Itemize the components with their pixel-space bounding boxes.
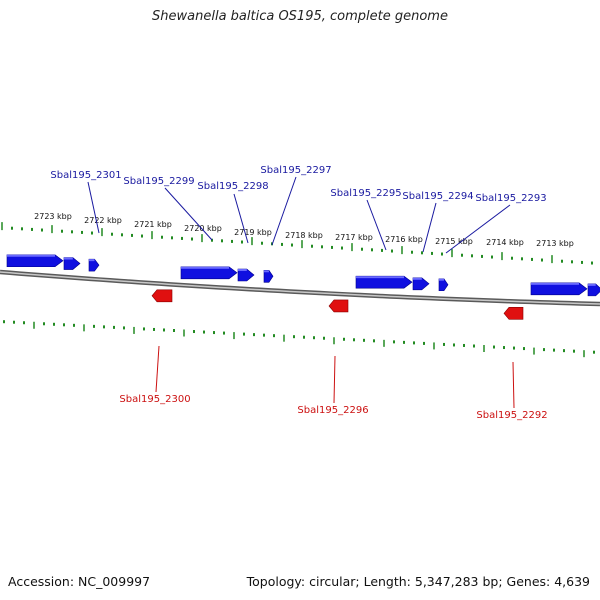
accession-text: Accession: NC_009997 (8, 574, 151, 589)
gene-highlight (89, 259, 95, 262)
gene-highlight (181, 266, 229, 269)
kbp-label: 2714 kbp (486, 238, 524, 247)
gene-label-reverse: Sbal195_2292 (476, 410, 547, 421)
gene-label-forward: Sbal195_2298 (197, 181, 268, 192)
kbp-label: 2723 kbp (34, 212, 72, 221)
gene-label-forward: Sbal195_2294 (402, 191, 473, 202)
gene-label-forward: Sbal195_2301 (50, 170, 121, 181)
gene-highlight (238, 268, 247, 271)
leader-line (233, 193, 249, 244)
kbp-label: 2722 kbp (84, 216, 122, 225)
kbp-label: 2721 kbp (134, 220, 172, 229)
backbone-highlight (0, 271, 600, 305)
gene-highlight (439, 278, 444, 281)
gene-label-forward: Sbal195_2297 (260, 165, 331, 176)
reverse-gene-arrow (503, 307, 524, 320)
gene-highlight (264, 270, 269, 273)
gene-highlight (588, 283, 596, 286)
gene-highlight (531, 282, 579, 285)
kbp-label: 2718 kbp (285, 231, 323, 240)
gene-label-forward: Sbal195_2293 (475, 193, 546, 204)
gene-label-forward: Sbal195_2299 (123, 176, 194, 187)
kbp-label: 2719 kbp (234, 228, 272, 237)
gene-highlight (64, 257, 73, 260)
gene-features (6, 254, 600, 320)
map-title: Shewanella baltica OS195, complete genom… (152, 9, 448, 24)
gene-highlight (356, 276, 404, 279)
reverse-gene-arrow (328, 299, 349, 313)
leader-line (422, 202, 437, 253)
kbp-scale-labels: 2723 kbp 2722 kbp 2721 kbp 2720 kbp 2719 kbp… (34, 212, 574, 248)
gene-label-forward: Sbal195_2295 (330, 188, 401, 199)
backbone-line (0, 269, 600, 307)
leader-line (333, 355, 336, 404)
leader-line (271, 176, 297, 246)
leader-line (445, 204, 511, 254)
kbp-label: 2720 kbp (184, 224, 222, 233)
kbp-label: 2715 kbp (435, 237, 473, 246)
leader-line (155, 345, 160, 393)
gene-label-reverse: Sbal195_2300 (119, 394, 190, 405)
gene-highlight (413, 277, 422, 280)
gene-label-reverse: Sbal195_2296 (297, 405, 368, 416)
genome-summary-text: Topology: circular; Length: 5,347,283 bp… (246, 574, 590, 589)
reverse-gene-arrow (151, 289, 173, 303)
inner-tick-ring (3, 320, 595, 358)
leader-line (512, 361, 515, 409)
leader-line (87, 181, 100, 234)
genome-backbone (0, 269, 600, 307)
kbp-label: 2716 kbp (385, 235, 423, 244)
leader-line (366, 199, 387, 251)
kbp-label: 2713 kbp (536, 239, 574, 248)
leader-line (164, 187, 213, 241)
kbp-label: 2717 kbp (335, 233, 373, 242)
gene-highlight (7, 254, 55, 257)
outer-tick-ring (1, 222, 593, 265)
